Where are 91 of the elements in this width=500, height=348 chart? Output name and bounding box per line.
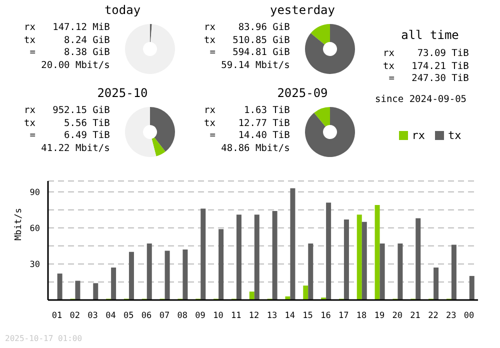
- x-tick-label: 08: [177, 311, 188, 321]
- bar: [57, 274, 62, 300]
- text: = 6.49 TiB: [28, 130, 111, 142]
- x-tick-label: 23: [446, 311, 456, 321]
- bar: [218, 229, 224, 300]
- bar: [362, 222, 367, 300]
- text: rx 73.09 TiB: [382, 48, 470, 60]
- y-tick-label: 60: [30, 224, 40, 234]
- bar: [128, 252, 134, 300]
- y-tick-label: 90: [30, 188, 40, 198]
- bar: [434, 268, 439, 300]
- chart-title: yesterday: [268, 3, 336, 17]
- bar: [374, 205, 380, 300]
- text: rx 147.12 MiB: [24, 22, 111, 34]
- text: tx 12.77 TiB: [204, 118, 291, 130]
- x-tick-label: 07: [159, 311, 170, 321]
- bar: [272, 211, 278, 300]
- x-tick-label: 22: [428, 311, 438, 321]
- bar: [182, 250, 188, 300]
- donut-slice: [314, 107, 330, 127]
- text: 48.86 Mbit/s: [220, 142, 291, 155]
- bar: [75, 280, 80, 300]
- bar: [93, 283, 98, 300]
- bar: [200, 208, 206, 300]
- chart-title: 2025-09: [276, 86, 329, 100]
- text: 59.14 Mbit/s: [220, 60, 291, 72]
- x-tick-label: 01: [52, 311, 62, 321]
- donut-slice: [125, 107, 156, 157]
- bar: [469, 276, 474, 300]
- donut-slice: [305, 107, 355, 157]
- x-tick-label: 09: [195, 311, 206, 321]
- donut-slice: [305, 24, 355, 74]
- bar: [356, 214, 362, 300]
- text: all time: [400, 28, 460, 42]
- x-tick-label: 17: [338, 311, 349, 321]
- donut-slice: [310, 24, 330, 45]
- x-tick-label: 14: [284, 311, 295, 321]
- text: tx 510.85 GiB: [204, 34, 291, 47]
- legend-label: tx: [448, 129, 462, 142]
- donut-slice: [150, 107, 175, 152]
- text: = 594.81 GiB: [208, 47, 291, 60]
- chart-title: today: [103, 3, 142, 17]
- x-tick-label: 20: [392, 311, 402, 321]
- donut-slice: [125, 24, 175, 74]
- x-tick-label: 16: [320, 311, 331, 321]
- chart-title: 2025-10: [96, 86, 149, 100]
- text: tx 8.24 GiB: [24, 34, 111, 47]
- bar: [326, 202, 332, 300]
- text: rx 952.15 GiB: [24, 105, 111, 118]
- bar: [111, 268, 116, 300]
- bar: [164, 250, 170, 300]
- text: tx 174.21 TiB: [382, 60, 470, 73]
- bar: [249, 292, 254, 300]
- x-tick-label: 15: [302, 311, 313, 321]
- bar: [380, 244, 385, 300]
- y-tick-label: 30: [30, 260, 40, 270]
- text: 41.22 Mbit/s: [40, 142, 111, 155]
- bar: [451, 244, 456, 300]
- bar: [303, 286, 308, 300]
- text: = 14.40 TiB: [208, 130, 291, 142]
- text: rx 83.96 GiB: [204, 22, 291, 34]
- text: = 247.30 TiB: [388, 73, 470, 86]
- text: = 8.38 GiB: [28, 47, 111, 60]
- text: 20.00 Mbit/s: [40, 60, 111, 72]
- x-tick-label: 04: [106, 311, 116, 321]
- x-tick-label: 05: [124, 311, 134, 321]
- text: rx 1.63 TiB: [204, 105, 291, 118]
- x-tick-label: 18: [356, 311, 367, 321]
- bar: [308, 244, 314, 300]
- donut-slice: [152, 138, 166, 156]
- bar: [416, 218, 421, 300]
- text: since 2024-09-05: [375, 94, 468, 106]
- x-tick-label: 03: [88, 311, 98, 321]
- legend-label: rx: [412, 129, 425, 142]
- bar: [344, 219, 349, 300]
- text: tx 5.56 TiB: [24, 118, 111, 130]
- x-tick-label: 10: [213, 311, 224, 321]
- bar: [290, 188, 296, 300]
- bar: [398, 244, 403, 300]
- x-tick-label: 12: [248, 311, 260, 321]
- y-axis-title: Mbit/s: [14, 208, 24, 240]
- x-tick-label: 13: [266, 311, 278, 321]
- bar: [236, 214, 242, 300]
- x-tick-label: 19: [374, 311, 385, 321]
- bar: [146, 244, 152, 300]
- x-tick-label: 00: [464, 311, 474, 321]
- x-tick-label: 11: [231, 311, 242, 321]
- bar: [254, 214, 260, 300]
- x-tick-label: 21: [410, 311, 420, 321]
- x-tick-label: 02: [70, 311, 80, 321]
- x-tick-label: 06: [141, 311, 152, 321]
